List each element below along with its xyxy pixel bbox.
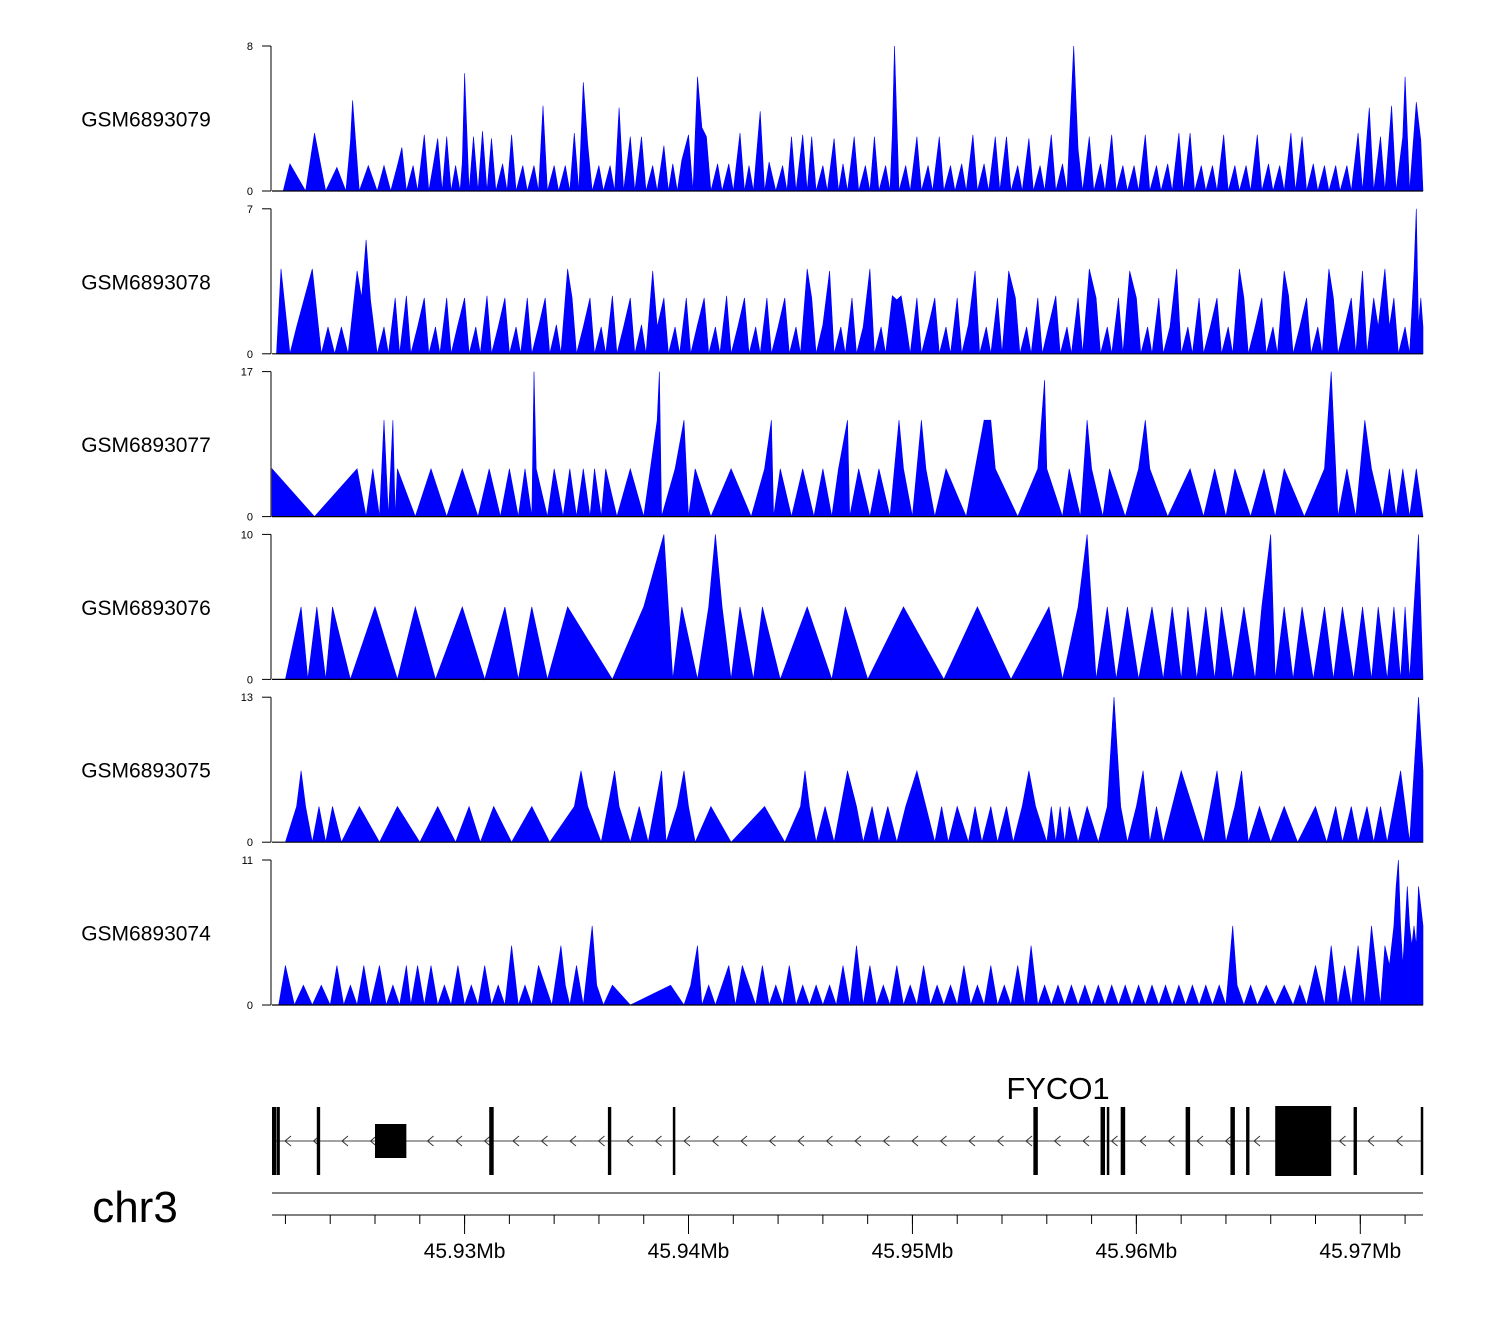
strand-arrow: [1338, 1135, 1346, 1147]
strand-arrow: [854, 1135, 862, 1147]
strand-arrow: [626, 1135, 634, 1147]
track-GSM6893075: GSM6893075 13 0: [81, 692, 1424, 849]
x-tick-label: 45.94Mb: [648, 1240, 730, 1263]
exon: [1230, 1107, 1235, 1175]
track-label: GSM6893079: [81, 109, 211, 132]
strand-arrow: [1082, 1135, 1090, 1147]
strand-arrow: [1224, 1135, 1232, 1147]
strand-arrow: [740, 1135, 748, 1147]
exon: [1033, 1107, 1038, 1175]
strand-arrow: [683, 1135, 691, 1147]
strand-arrow: [911, 1135, 919, 1147]
y-tick-label: 0: [247, 512, 253, 524]
x-tick-label: 45.93Mb: [424, 1240, 506, 1263]
exon: [1353, 1107, 1357, 1175]
strand-arrow: [1025, 1135, 1033, 1147]
strand-arrow: [996, 1135, 1004, 1147]
track-label: GSM6893075: [81, 760, 211, 783]
strand-arrow: [540, 1135, 548, 1147]
y-tick-label: 10: [241, 529, 253, 541]
y-tick-label: 13: [241, 692, 253, 704]
y-tick-label: 0: [247, 349, 253, 361]
exon: [1100, 1107, 1106, 1175]
strand-arrow: [1053, 1135, 1061, 1147]
y-tick-label: 7: [247, 204, 253, 216]
exon: [1246, 1107, 1250, 1175]
chromosome-label: chr3: [92, 1183, 178, 1232]
coverage-area: [276, 208, 1424, 355]
strand-arrow: [711, 1135, 719, 1147]
track-label: GSM6893077: [81, 434, 211, 457]
strand-arrow: [1253, 1135, 1261, 1147]
strand-arrow: [426, 1135, 434, 1147]
strand-arrow: [1139, 1135, 1147, 1147]
y-tick-label: 0: [247, 1000, 253, 1012]
exon: [1120, 1107, 1126, 1175]
strand-arrow: [939, 1135, 947, 1147]
strand-arrow: [825, 1135, 833, 1147]
y-tick-label: 11: [242, 855, 253, 867]
strand-arrow: [597, 1135, 605, 1147]
track-GSM6893078: GSM6893078 7 0: [81, 204, 1424, 361]
coverage-area: [284, 697, 1424, 844]
genome-axis: 45.93Mb 45.94Mb 45.95Mb 45.96Mb 45.97Mb: [272, 1192, 1423, 1263]
y-tick-label: 0: [247, 837, 253, 849]
exon: [1106, 1107, 1110, 1175]
coverage-area: [278, 859, 1424, 1007]
gene-label: FYCO1: [1006, 1071, 1109, 1106]
strand-arrow: [654, 1135, 662, 1147]
track-label: GSM6893076: [81, 597, 211, 620]
track-GSM6893079: GSM6893079 8 0: [81, 41, 1424, 198]
track-GSM6893074: GSM6893074 11 0: [81, 855, 1424, 1012]
exon: [375, 1124, 407, 1158]
track-GSM6893076: GSM6893076 10 0: [81, 529, 1424, 686]
strand-arrow: [797, 1135, 805, 1147]
strand-arrow: [512, 1135, 520, 1147]
y-tick-label: 0: [247, 674, 253, 686]
strand-arrow: [1167, 1135, 1175, 1147]
track-label: GSM6893078: [81, 271, 211, 294]
exon: [1185, 1107, 1191, 1175]
strand-arrow: [341, 1135, 349, 1147]
strand-arrow: [569, 1135, 577, 1147]
exon: [1275, 1106, 1332, 1176]
coverage-area: [271, 371, 1424, 518]
y-tick-label: 8: [247, 41, 253, 53]
strand-arrow: [1196, 1135, 1204, 1147]
exon: [489, 1107, 494, 1175]
strand-arrow: [455, 1135, 463, 1147]
strand-arrow: [1110, 1135, 1118, 1147]
exon: [607, 1107, 612, 1175]
x-tick-label: 45.95Mb: [872, 1240, 954, 1263]
genome-axis-track: chr3 45.93Mb 45.94Mb 45.95Mb 45.96Mb 45.97Mb: [92, 1183, 1423, 1263]
track-label: GSM6893074: [81, 923, 211, 946]
coverage-area: [285, 534, 1424, 681]
x-tick-label: 45.96Mb: [1096, 1240, 1178, 1263]
exon: [276, 1107, 280, 1175]
exon: [1420, 1107, 1424, 1175]
strand-arrow: [768, 1135, 776, 1147]
strand-arrow: [369, 1135, 377, 1147]
x-tick-label: 45.97Mb: [1319, 1240, 1401, 1263]
strand-arrow: [968, 1135, 976, 1147]
exon: [316, 1107, 321, 1175]
y-tick-label: 17: [241, 367, 253, 379]
gene-annotation-track: FYCO1: [272, 1071, 1424, 1176]
coverage-tracks: GSM689307980GSM689307870GSM6893077170GSM…: [81, 41, 1424, 1012]
exon: [672, 1107, 676, 1175]
strand-arrow: [284, 1135, 292, 1147]
strand-arrow: [882, 1135, 890, 1147]
strand-arrow: [1367, 1135, 1375, 1147]
strand-arrow: [483, 1135, 491, 1147]
strand-arrow: [1395, 1135, 1403, 1147]
gene-body: [272, 1106, 1424, 1176]
track-GSM6893077: GSM6893077 17 0: [81, 367, 1424, 524]
y-tick-label: 0: [247, 186, 253, 198]
coverage-area: [282, 45, 1424, 193]
exon: [272, 1107, 277, 1175]
